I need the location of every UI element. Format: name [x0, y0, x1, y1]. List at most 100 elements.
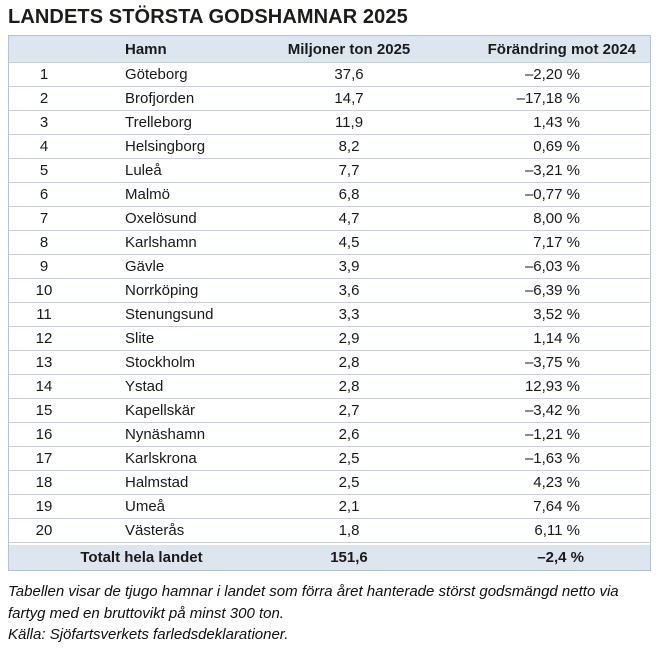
- tons-cell: 2,1: [274, 494, 424, 518]
- port-cell: Oxelösund: [79, 206, 274, 230]
- total-label: Totalt hela landet: [9, 543, 274, 570]
- tons-cell: 14,7: [274, 86, 424, 110]
- port-cell: Kapellskär: [79, 398, 274, 422]
- tons-cell: 4,5: [274, 230, 424, 254]
- rank-cell: 9: [9, 254, 79, 278]
- change-cell: 7,64 %: [424, 494, 650, 518]
- total-row: Totalt hela landet 151,6 –2,4 %: [9, 543, 650, 570]
- change-cell: –3,75 %: [424, 350, 650, 374]
- tons-cell: 3,6: [274, 278, 424, 302]
- table-row: 13 Stockholm 2,8 –3,75 %: [9, 350, 650, 374]
- change-cell: –1,21 %: [424, 422, 650, 446]
- table-row: 8 Karlshamn 4,5 7,17 %: [9, 230, 650, 254]
- rank-cell: 19: [9, 494, 79, 518]
- tons-cell: 2,8: [274, 350, 424, 374]
- table-row: 15 Kapellskär 2,7 –3,42 %: [9, 398, 650, 422]
- header-change: Förändring mot 2024: [424, 36, 650, 62]
- table-row: 14 Ystad 2,8 12,93 %: [9, 374, 650, 398]
- table-row: 4 Helsingborg 8,2 0,69 %: [9, 134, 650, 158]
- port-cell: Luleå: [79, 158, 274, 182]
- table-source: Källa: Sjöfartsverkets farledsdeklaratio…: [8, 626, 289, 643]
- port-cell: Malmö: [79, 182, 274, 206]
- port-cell: Halmstad: [79, 470, 274, 494]
- rank-cell: 6: [9, 182, 79, 206]
- port-cell: Karlskrona: [79, 446, 274, 470]
- table-row: 12 Slite 2,9 1,14 %: [9, 326, 650, 350]
- port-cell: Västerås: [79, 518, 274, 543]
- change-cell: –6,03 %: [424, 254, 650, 278]
- page-title: LANDETS STÖRSTA GODSHAMNAR 2025: [8, 6, 408, 28]
- change-cell: –3,21 %: [424, 158, 650, 182]
- table-row: 11 Stenungsund 3,3 3,52 %: [9, 302, 650, 326]
- table-row: 2 Brofjorden 14,7 –17,18 %: [9, 86, 650, 110]
- table-row: 5 Luleå 7,7 –3,21 %: [9, 158, 650, 182]
- port-cell: Nynäshamn: [79, 422, 274, 446]
- rank-cell: 18: [9, 470, 79, 494]
- rank-cell: 15: [9, 398, 79, 422]
- rank-cell: 10: [9, 278, 79, 302]
- table-row: 10 Norrköping 3,6 –6,39 %: [9, 278, 650, 302]
- header-rank: [9, 36, 79, 62]
- tons-cell: 3,9: [274, 254, 424, 278]
- rank-cell: 3: [9, 110, 79, 134]
- tons-cell: 1,8: [274, 518, 424, 543]
- change-cell: 7,17 %: [424, 230, 650, 254]
- change-cell: –6,39 %: [424, 278, 650, 302]
- port-cell: Slite: [79, 326, 274, 350]
- change-cell: 12,93 %: [424, 374, 650, 398]
- table-row: 3 Trelleborg 11,9 1,43 %: [9, 110, 650, 134]
- tons-cell: 7,7: [274, 158, 424, 182]
- tons-cell: 8,2: [274, 134, 424, 158]
- change-cell: 6,11 %: [424, 518, 650, 543]
- rank-cell: 1: [9, 62, 79, 86]
- tons-cell: 4,7: [274, 206, 424, 230]
- rank-cell: 14: [9, 374, 79, 398]
- table-row: 16 Nynäshamn 2,6 –1,21 %: [9, 422, 650, 446]
- rank-cell: 12: [9, 326, 79, 350]
- rank-cell: 4: [9, 134, 79, 158]
- port-cell: Gävle: [79, 254, 274, 278]
- table-row: 9 Gävle 3,9 –6,03 %: [9, 254, 650, 278]
- port-cell: Norrköping: [79, 278, 274, 302]
- rank-cell: 16: [9, 422, 79, 446]
- rank-cell: 2: [9, 86, 79, 110]
- tons-cell: 2,5: [274, 470, 424, 494]
- tons-cell: 2,5: [274, 446, 424, 470]
- change-cell: 0,69 %: [424, 134, 650, 158]
- port-cell: Stockholm: [79, 350, 274, 374]
- rank-cell: 8: [9, 230, 79, 254]
- port-cell: Umeå: [79, 494, 274, 518]
- change-cell: –3,42 %: [424, 398, 650, 422]
- rank-cell: 17: [9, 446, 79, 470]
- footnote: Tabellen visar de tjugo hamnar i landet …: [8, 581, 636, 646]
- tons-cell: 3,3: [274, 302, 424, 326]
- rank-cell: 7: [9, 206, 79, 230]
- port-cell: Helsingborg: [79, 134, 274, 158]
- tons-cell: 6,8: [274, 182, 424, 206]
- port-cell: Brofjorden: [79, 86, 274, 110]
- change-cell: 4,23 %: [424, 470, 650, 494]
- port-cell: Trelleborg: [79, 110, 274, 134]
- header-tons: Miljoner ton 2025: [274, 36, 424, 62]
- change-cell: 1,14 %: [424, 326, 650, 350]
- table-row: 7 Oxelösund 4,7 8,00 %: [9, 206, 650, 230]
- port-cell: Ystad: [79, 374, 274, 398]
- rank-cell: 5: [9, 158, 79, 182]
- table-row: 6 Malmö 6,8 –0,77 %: [9, 182, 650, 206]
- port-cell: Stenungsund: [79, 302, 274, 326]
- table-body: 1 Göteborg 37,6 –2,20 % 2 Brofjorden 14,…: [9, 62, 650, 543]
- tons-cell: 2,6: [274, 422, 424, 446]
- change-cell: –1,63 %: [424, 446, 650, 470]
- tons-cell: 2,8: [274, 374, 424, 398]
- change-cell: 3,52 %: [424, 302, 650, 326]
- table-row: 18 Halmstad 2,5 4,23 %: [9, 470, 650, 494]
- change-cell: 8,00 %: [424, 206, 650, 230]
- total-change: –2,4 %: [424, 543, 650, 570]
- change-cell: –2,20 %: [424, 62, 650, 86]
- table-row: 1 Göteborg 37,6 –2,20 %: [9, 62, 650, 86]
- port-cell: Göteborg: [79, 62, 274, 86]
- port-cell: Karlshamn: [79, 230, 274, 254]
- total-tons: 151,6: [274, 543, 424, 570]
- table-row: 20 Västerås 1,8 6,11 %: [9, 518, 650, 543]
